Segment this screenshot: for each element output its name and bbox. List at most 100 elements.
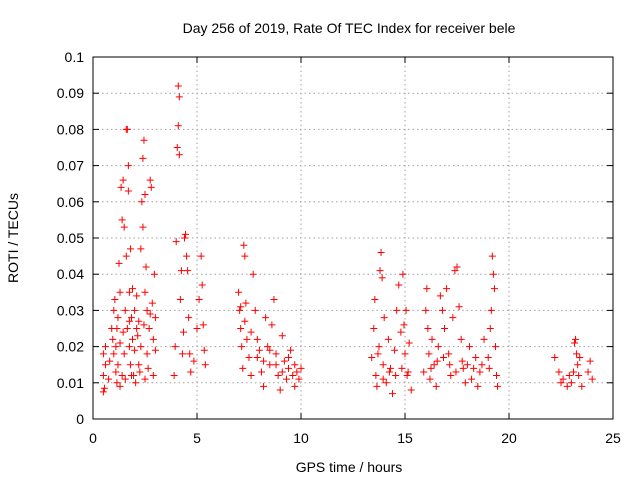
data-point [559,375,567,383]
data-point [278,368,286,376]
data-point [101,343,109,351]
data-point [118,216,126,224]
data-point [287,346,295,354]
data-point [555,368,563,376]
data-point [249,270,257,278]
data-points [99,82,596,398]
data-point [438,306,446,314]
data-point [190,357,198,365]
data-point [423,285,431,293]
data-point [99,388,107,396]
data-point [458,357,466,365]
data-point [140,136,148,144]
data-point [235,288,243,296]
data-point [116,382,124,390]
data-point [193,325,201,332]
data-point [403,372,411,380]
x-tick-label: 0 [89,430,97,446]
data-point [110,350,118,358]
data-point [391,346,399,354]
data-point [119,328,127,336]
data-point [399,270,407,278]
data-point [378,274,386,282]
data-point [569,368,577,376]
x-tick-label: 15 [397,430,413,446]
data-point [472,353,480,361]
data-point [149,335,157,343]
data-point [106,357,114,365]
data-point [490,285,498,293]
data-point [114,314,122,322]
data-point [386,364,394,372]
data-point [571,339,579,347]
data-point [459,364,467,372]
data-point [291,361,299,369]
data-point [295,375,303,383]
data-point [178,350,186,358]
data-point [576,353,584,361]
data-point [243,335,251,343]
data-point [384,335,392,343]
data-point [427,364,435,372]
data-point [131,346,139,354]
x-axis-label: GPS time / hours [296,459,403,475]
data-point [575,372,583,380]
data-point [368,353,376,361]
data-point [432,382,440,390]
data-point [272,361,280,369]
data-point [133,325,141,332]
data-point [565,372,573,380]
data-point [126,245,134,253]
data-point [120,223,128,231]
data-point [436,292,444,300]
data-point [115,259,123,267]
data-point [184,267,192,275]
data-point [127,372,135,380]
data-point [112,343,120,351]
data-point [379,361,387,369]
data-point [371,296,379,304]
data-point [175,151,183,159]
data-point [397,328,405,336]
data-point [200,346,208,354]
data-point [293,368,301,376]
data-point [486,325,494,332]
data-point [174,82,182,90]
x-tick-label: 20 [501,430,517,446]
grid [93,57,613,419]
data-point [151,346,159,354]
data-point [401,350,409,358]
data-point [551,353,559,361]
data-point [278,332,286,340]
data-point [478,361,486,369]
data-point [145,325,153,332]
data-point [578,382,586,390]
y-tick-label: 0.06 [57,194,84,210]
data-point [242,299,250,307]
data-point [285,353,293,361]
data-point [470,364,478,372]
data-point [139,223,147,231]
data-point [113,379,121,387]
y-tick-label: 0.05 [57,230,84,246]
data-point [114,361,122,369]
data-point [255,346,263,354]
data-point [124,162,132,170]
data-point [443,285,451,293]
data-point [433,357,441,365]
data-point [118,372,126,380]
data-point [282,375,290,383]
data-point [133,292,141,300]
data-point [179,328,187,336]
y-tick-label: 0 [76,411,84,427]
data-point [485,364,493,372]
data-point [241,252,249,260]
data-point [143,306,151,314]
data-point [270,296,278,304]
data-point [125,288,133,296]
data-point [151,314,159,322]
data-point [199,321,207,329]
data-point [452,368,460,376]
data-point [289,372,297,380]
data-point [170,372,178,380]
